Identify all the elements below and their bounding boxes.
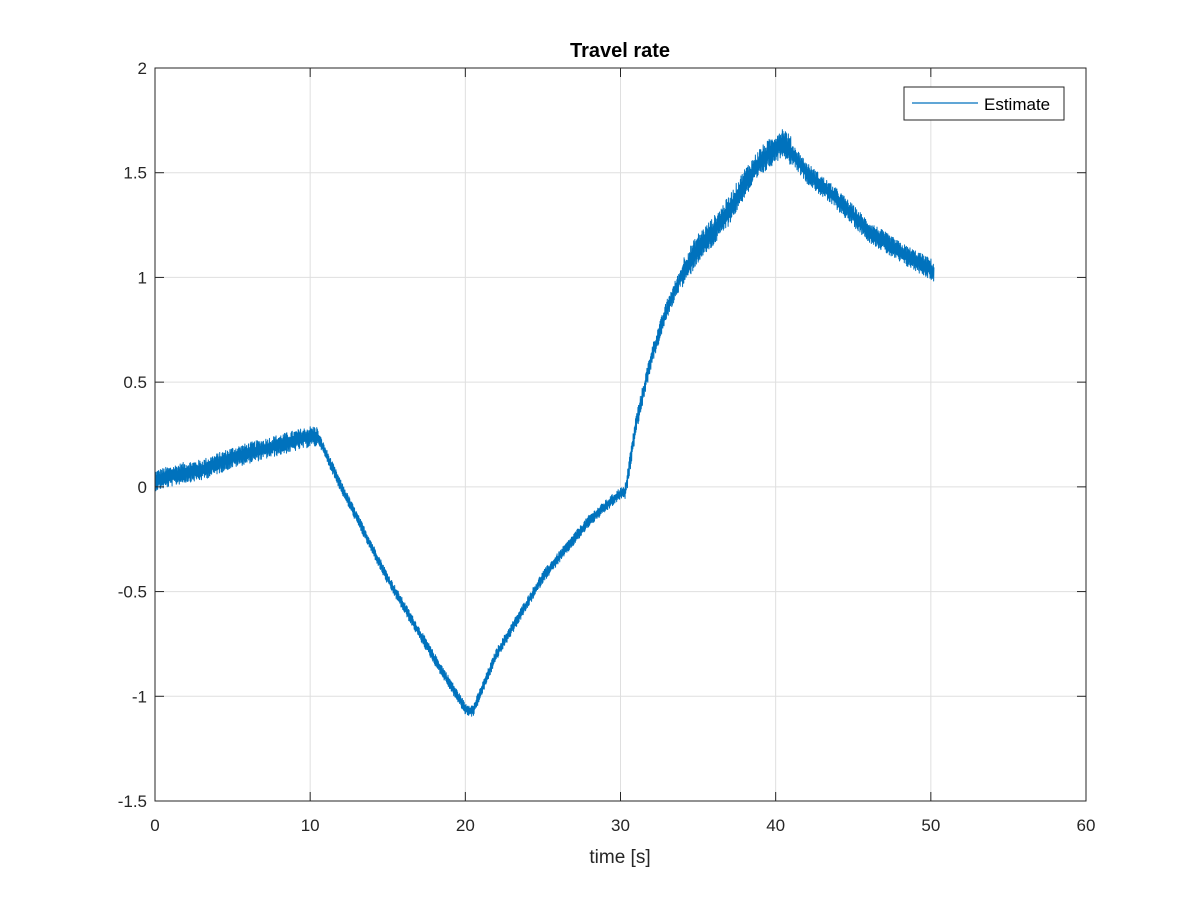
legend-label: Estimate (984, 95, 1050, 114)
y-tick-label: 0.5 (123, 373, 147, 392)
y-tick-label: 1 (138, 268, 147, 287)
x-tick-label: 20 (456, 816, 475, 835)
y-tick-label: -0.5 (118, 583, 147, 602)
y-tick-label: 0 (138, 478, 147, 497)
x-tick-label: 50 (921, 816, 940, 835)
x-tick-label: 40 (766, 816, 785, 835)
series-layer (154, 129, 935, 717)
chart-title: Travel rate (570, 40, 670, 62)
y-tick-label: 1.5 (123, 164, 147, 183)
y-tick-label: 2 (138, 59, 147, 78)
estimate-series-line (154, 129, 935, 717)
ticks: 0 10 20 30 40 50 60 -1.5 -1 -0.5 0 0.5 1 1.5 2 (118, 59, 1096, 835)
x-tick-label: 0 (150, 816, 159, 835)
x-tick-label: 10 (301, 816, 320, 835)
legend: Estimate (903, 86, 1065, 121)
x-tick-label: 60 (1077, 816, 1096, 835)
y-tick-label: -1.5 (118, 792, 147, 811)
x-tick-label: 30 (611, 816, 630, 835)
x-axis-label: time [s] (589, 847, 650, 868)
y-tick-label: -1 (132, 687, 147, 706)
